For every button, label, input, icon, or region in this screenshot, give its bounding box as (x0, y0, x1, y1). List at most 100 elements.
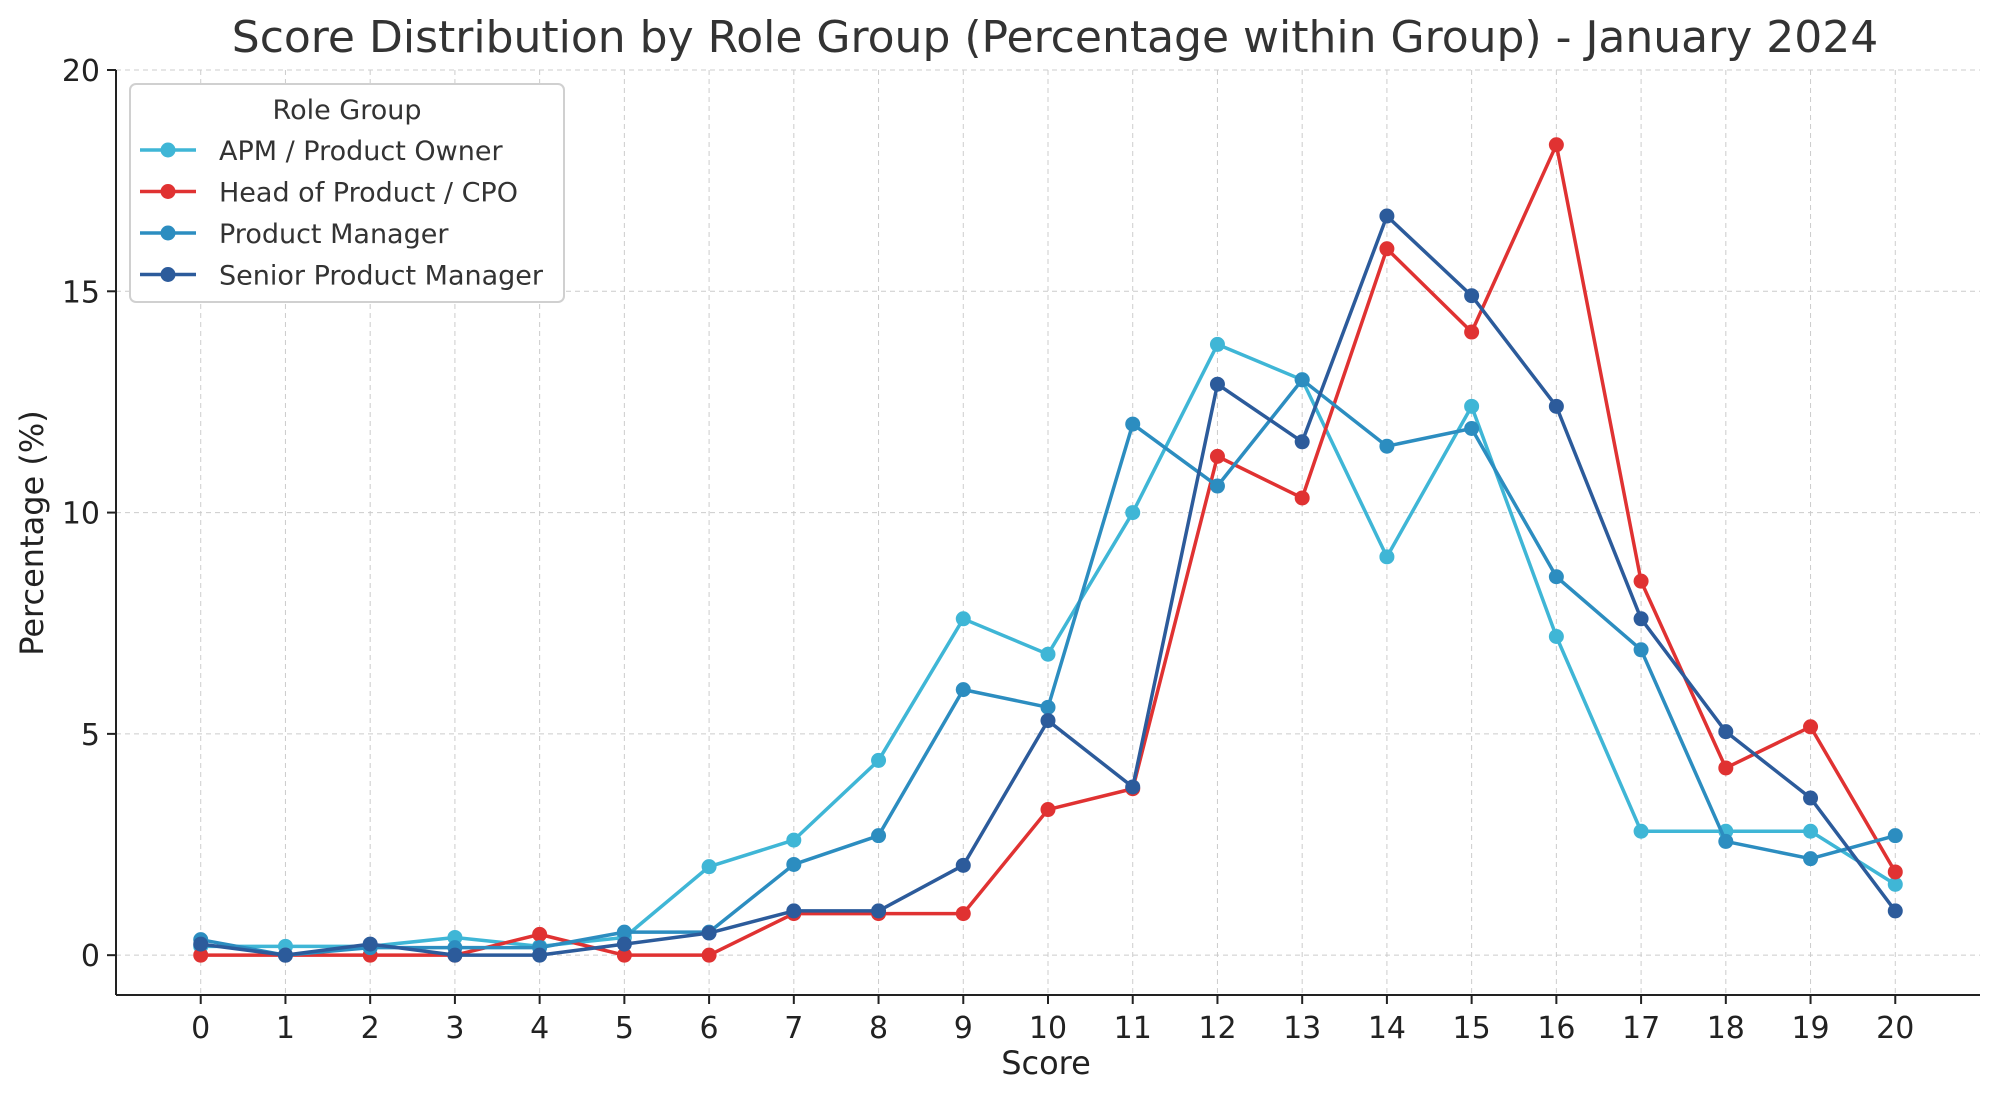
data-point (1548, 629, 1564, 645)
legend-swatch-marker (160, 225, 176, 241)
data-point (1379, 438, 1395, 454)
data-point (1633, 642, 1649, 658)
x-axis-label: Score (1001, 1044, 1091, 1082)
x-tick-label: 14 (1368, 1011, 1406, 1046)
series-layer (193, 137, 1903, 963)
data-point (701, 925, 717, 941)
x-tick-label: 18 (1707, 1011, 1745, 1046)
data-point (1548, 137, 1564, 153)
data-point (1803, 790, 1819, 806)
legend-item: Product Manager (140, 219, 449, 250)
series-3 (193, 208, 1903, 963)
data-point (1887, 864, 1903, 880)
legend-label: Senior Product Manager (219, 261, 544, 292)
data-point (1887, 876, 1903, 892)
data-point (1718, 760, 1734, 776)
x-tick-label: 16 (1537, 1011, 1575, 1046)
y-axis-label: Percentage (%) (13, 410, 51, 656)
legend-label: APM / Product Owner (219, 136, 503, 167)
x-tick-label: 10 (1029, 1011, 1067, 1046)
x-tick-label: 7 (784, 1011, 803, 1046)
data-point (193, 947, 209, 963)
data-point (955, 611, 971, 627)
x-tick-label: 20 (1876, 1011, 1914, 1046)
data-point (1464, 420, 1480, 436)
data-point (1464, 324, 1480, 340)
series-0 (193, 336, 1903, 954)
x-tick-label: 8 (869, 1011, 888, 1046)
data-point (1209, 336, 1225, 352)
data-point (1040, 713, 1056, 729)
x-tick-label: 6 (700, 1011, 719, 1046)
x-tick-label: 1 (276, 1011, 295, 1046)
data-point (1379, 241, 1395, 257)
data-point (1125, 416, 1141, 432)
legend-item: APM / Product Owner (140, 136, 503, 167)
data-point (1887, 828, 1903, 844)
data-point (616, 936, 632, 952)
data-point (1209, 448, 1225, 464)
data-point (1633, 573, 1649, 589)
legend-swatch-marker (160, 142, 176, 158)
legend-label: Head of Product / CPO (219, 178, 518, 209)
data-point (277, 947, 293, 963)
y-tick-label: 15 (62, 275, 100, 310)
data-point (1464, 398, 1480, 414)
legend-swatch-marker (160, 184, 176, 199)
grid (116, 69, 1980, 995)
legend-label: Product Manager (219, 219, 449, 250)
legend-item: Head of Product / CPO (140, 178, 518, 209)
data-point (1125, 505, 1141, 521)
x-tick-label: 2 (361, 1011, 380, 1046)
x-tick-label: 15 (1453, 1011, 1491, 1046)
data-point (1633, 611, 1649, 627)
x-tick-label: 13 (1283, 1011, 1321, 1046)
x-tick-label: 17 (1622, 1011, 1660, 1046)
data-point (1803, 823, 1819, 839)
data-point (1379, 549, 1395, 565)
data-point (1718, 833, 1734, 849)
data-point (955, 857, 971, 873)
data-point (871, 828, 887, 844)
y-tick-label: 0 (81, 939, 100, 974)
data-point (1125, 779, 1141, 795)
x-tick-label: 12 (1198, 1011, 1236, 1046)
legend-swatch-marker (160, 267, 176, 282)
data-point (1040, 699, 1056, 715)
data-point (1803, 719, 1819, 735)
x-tick-label: 4 (530, 1011, 549, 1046)
data-point (1040, 802, 1056, 818)
data-point (786, 903, 802, 919)
legend: Role Group APM / Product Owner Head of Pr… (129, 83, 565, 303)
data-point (1633, 823, 1649, 839)
x-tick-label: 5 (615, 1011, 634, 1046)
data-point (955, 906, 971, 922)
y-tick-label: 5 (81, 718, 100, 753)
data-point (1718, 724, 1734, 740)
data-point (1887, 903, 1903, 919)
axes (107, 69, 1980, 1004)
chart-title: Score Distribution by Role Group (Percen… (232, 12, 1878, 63)
x-tick-label: 19 (1791, 1011, 1829, 1046)
data-point (447, 947, 463, 963)
legend-title: Role Group (273, 95, 422, 126)
data-point (362, 936, 378, 952)
data-point (786, 832, 802, 848)
y-tick-label: 10 (62, 497, 100, 532)
data-point (1379, 208, 1395, 224)
data-point (616, 947, 632, 963)
data-point (871, 903, 887, 919)
data-point (1294, 434, 1310, 450)
series-2 (193, 372, 1903, 963)
data-point (1803, 851, 1819, 867)
data-point (1548, 569, 1564, 585)
data-point (1209, 376, 1225, 392)
x-tick-label: 3 (445, 1011, 464, 1046)
data-point (701, 947, 717, 963)
legend-item: Senior Product Manager (140, 261, 544, 292)
y-tick-label: 20 (62, 54, 100, 89)
data-point (786, 856, 802, 872)
data-point (1040, 646, 1056, 662)
